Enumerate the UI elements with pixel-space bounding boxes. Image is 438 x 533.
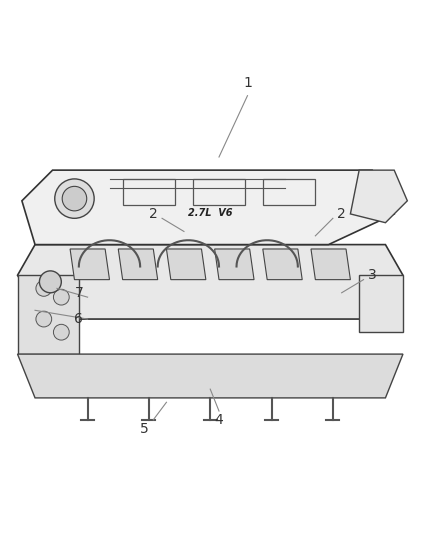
Circle shape [39,271,61,293]
Circle shape [36,311,52,327]
Text: 2.7L  V6: 2.7L V6 [188,208,233,218]
Polygon shape [311,249,350,280]
Text: 7: 7 [74,286,83,300]
Text: 1: 1 [243,76,252,90]
Polygon shape [18,245,403,319]
Polygon shape [166,249,206,280]
Polygon shape [70,249,110,280]
Polygon shape [118,249,158,280]
Text: 2: 2 [149,207,158,221]
Polygon shape [22,170,394,245]
Bar [263,179,315,205]
Polygon shape [359,275,403,332]
Circle shape [53,324,69,340]
Text: 6: 6 [74,312,83,326]
Circle shape [62,187,87,211]
Circle shape [53,289,69,305]
Polygon shape [215,249,254,280]
Text: 5: 5 [140,422,149,435]
Text: 3: 3 [368,268,377,282]
Polygon shape [18,354,403,398]
Text: 2: 2 [337,207,346,221]
Text: 4: 4 [215,413,223,427]
Circle shape [55,179,94,219]
Circle shape [36,280,52,296]
Bar [123,179,175,205]
Polygon shape [263,249,302,280]
Polygon shape [18,275,79,354]
Bar [193,179,245,205]
Polygon shape [350,170,407,223]
